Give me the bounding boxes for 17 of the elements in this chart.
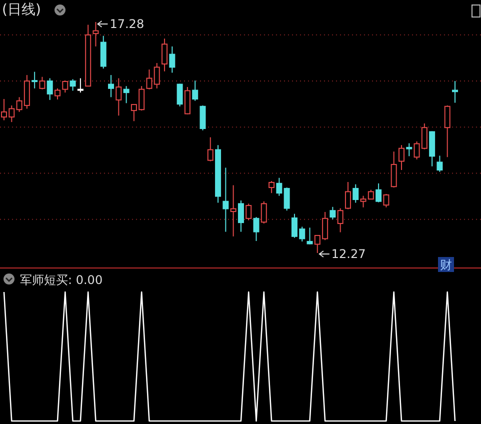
candlestick [398, 144, 404, 171]
candlestick [32, 71, 38, 89]
candlestick [230, 184, 236, 237]
candlestick [123, 86, 130, 104]
chart-title: 军师短买: 0.00 [20, 273, 103, 287]
candlestick [92, 22, 99, 47]
text: 财 [440, 258, 452, 272]
candlestick [276, 177, 282, 196]
candlestick [169, 46, 176, 74]
annotation: 12.27 [331, 247, 366, 262]
candlestick [452, 80, 458, 104]
candlestick [116, 78, 122, 116]
chart-title: (日线) [2, 2, 41, 18]
candlestick [222, 167, 229, 232]
candlestick [162, 38, 168, 72]
candlestick [108, 74, 114, 98]
annotation: 17.28 [110, 17, 144, 32]
